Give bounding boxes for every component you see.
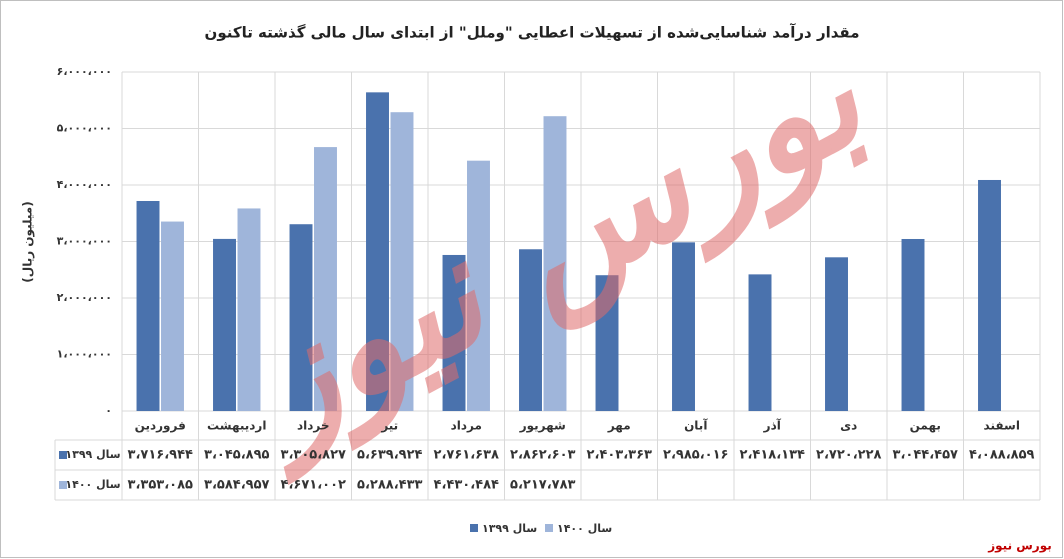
data-label: ۳،۵۸۴،۹۵۷ <box>204 478 269 493</box>
bar <box>366 92 389 411</box>
data-label: ۲،۹۸۵،۰۱۶ <box>663 448 728 463</box>
x-tick-label: اردیبهشت <box>207 419 266 433</box>
x-tick-label: خرداد <box>297 419 330 433</box>
bar <box>672 242 695 411</box>
y-tick-label: ۳،۰۰۰،۰۰۰ <box>57 235 112 248</box>
x-tick-label: فروردین <box>135 419 186 434</box>
y-tick-label: ۶،۰۰۰،۰۰۰ <box>57 65 112 78</box>
legend-key <box>59 481 67 489</box>
bar <box>289 224 313 411</box>
x-tick-label: مرداد <box>451 419 482 433</box>
x-tick-label: بهمن <box>910 419 941 433</box>
bar <box>237 208 261 411</box>
chart-title: مقدار درآمد شناسایی‌شده از تسهیلات اعطای… <box>205 24 860 42</box>
data-label: ۲،۷۲۰،۲۲۸ <box>816 448 881 463</box>
x-tick-label: آذر <box>763 418 782 433</box>
legend-label: سال ۱۳۹۹ <box>482 522 537 535</box>
bar <box>442 254 466 411</box>
y-tick-label: ۲،۰۰۰،۰۰۰ <box>57 291 112 304</box>
x-tick-label: دی <box>840 419 857 433</box>
bar <box>901 238 925 411</box>
legend-key <box>545 524 553 532</box>
y-axis-label: (میلیون ریال) <box>21 201 36 282</box>
bar <box>314 147 337 412</box>
data-label: ۴،۰۸۸،۸۵۹ <box>969 448 1034 463</box>
data-label: ۲،۸۶۲،۶۰۳ <box>510 448 575 463</box>
legend-label: سال ۱۳۹۹ <box>65 448 120 461</box>
data-label: ۴،۶۷۱،۰۰۲ <box>281 478 346 493</box>
bar <box>390 112 414 411</box>
bar <box>467 160 490 411</box>
data-label: ۳،۰۴۴،۴۵۷ <box>893 448 958 463</box>
data-label: ۲،۷۶۱،۶۳۸ <box>434 448 499 463</box>
data-label: ۳،۳۰۵،۸۲۷ <box>281 448 346 463</box>
bar <box>748 274 772 411</box>
bar <box>519 249 542 411</box>
legend-label: سال ۱۴۰۰ <box>65 478 120 491</box>
bar <box>595 275 619 411</box>
data-label: ۲،۴۱۸،۱۳۴ <box>740 448 805 463</box>
x-tick-label: تیر <box>380 419 398 433</box>
legend-key <box>470 524 478 532</box>
bar <box>825 257 848 411</box>
legend-key <box>59 451 67 459</box>
data-label: ۳،۰۴۵،۸۹۵ <box>204 448 269 463</box>
x-tick-label: مهر <box>607 419 631 433</box>
y-tick-label: ۱،۰۰۰،۰۰۰ <box>57 348 112 361</box>
data-label: ۴،۴۳۰،۴۸۴ <box>434 478 499 493</box>
x-tick-label: آبان <box>684 418 708 433</box>
bar <box>213 238 236 411</box>
y-tick-label: ۴،۰۰۰،۰۰۰ <box>57 178 112 191</box>
x-tick-label: اسفند <box>984 419 1020 433</box>
bar <box>978 179 1001 411</box>
data-label: ۳،۷۱۶،۹۴۴ <box>128 448 193 463</box>
bar <box>161 221 184 411</box>
data-label: ۵،۲۸۸،۴۳۳ <box>357 478 422 493</box>
y-tick-label: ۵،۰۰۰،۰۰۰ <box>57 122 112 135</box>
bar <box>136 200 160 411</box>
data-label: ۵،۶۳۹،۹۲۴ <box>357 448 422 463</box>
data-label: ۵،۲۱۷،۷۸۳ <box>510 478 575 493</box>
data-label: ۳،۳۵۳،۰۸۵ <box>128 478 193 493</box>
y-tick-label: ۰ <box>105 404 112 417</box>
bar <box>543 116 567 412</box>
legend-label: سال ۱۴۰۰ <box>557 522 612 535</box>
source: بورس نیوز <box>987 539 1052 554</box>
x-tick-label: شهریور <box>519 419 566 434</box>
data-label: ۲،۴۰۳،۳۶۳ <box>587 448 652 463</box>
